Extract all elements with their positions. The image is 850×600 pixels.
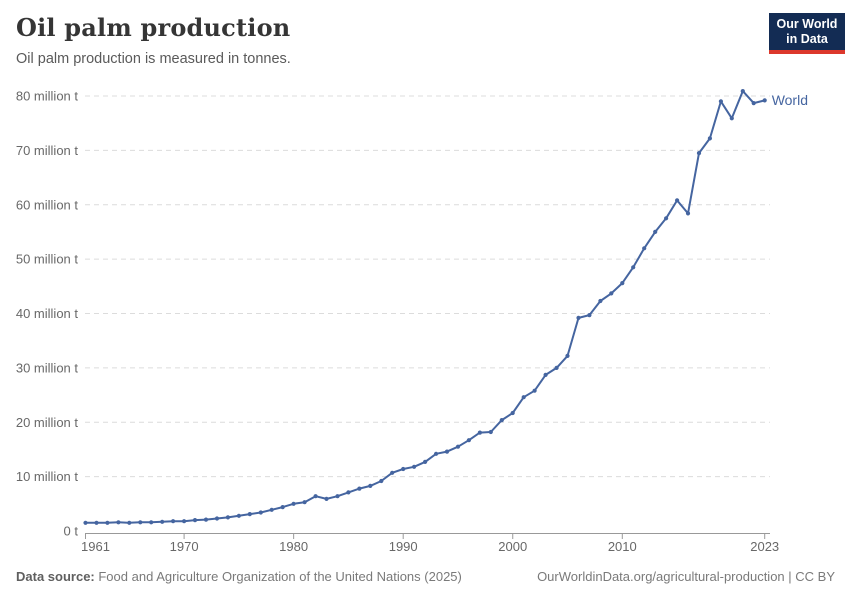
data-point bbox=[368, 483, 373, 488]
data-point bbox=[357, 486, 362, 491]
data-point bbox=[499, 418, 504, 423]
x-axis-tick-label: 1990 bbox=[389, 539, 418, 554]
data-point bbox=[127, 520, 132, 525]
data-point bbox=[182, 519, 187, 524]
data-point bbox=[598, 298, 603, 304]
data-point bbox=[192, 518, 198, 523]
data-point bbox=[138, 520, 143, 525]
data-point bbox=[291, 501, 296, 506]
data-point bbox=[412, 464, 417, 469]
data-source-label: Data source: bbox=[16, 569, 95, 584]
x-axis-tick-label: 1970 bbox=[170, 539, 199, 554]
y-axis-tick-label: 80 million t bbox=[16, 89, 79, 104]
x-axis-tick-label: 2000 bbox=[498, 539, 527, 554]
data-point bbox=[214, 516, 220, 521]
data-point bbox=[94, 520, 99, 525]
y-axis-tick-label: 0 t bbox=[64, 524, 79, 539]
data-point bbox=[280, 505, 285, 510]
data-point bbox=[423, 459, 428, 464]
data-point bbox=[554, 365, 559, 370]
data-point bbox=[302, 500, 307, 505]
data-point bbox=[565, 353, 570, 358]
data-point bbox=[225, 515, 230, 520]
y-axis-tick-label: 40 million t bbox=[16, 306, 79, 321]
data-point bbox=[105, 520, 110, 525]
data-point bbox=[390, 470, 395, 475]
page-title: Oil palm production bbox=[16, 13, 291, 42]
data-point bbox=[313, 494, 318, 499]
data-point bbox=[335, 494, 340, 499]
data-point bbox=[488, 429, 493, 435]
data-point bbox=[707, 136, 713, 141]
owid-logo-line1: Our World bbox=[776, 17, 838, 31]
data-point bbox=[455, 444, 461, 449]
attribution: OurWorldinData.org/agricultural-producti… bbox=[537, 569, 835, 584]
data-point bbox=[269, 507, 274, 512]
data-point bbox=[247, 511, 252, 517]
data-point bbox=[685, 211, 691, 216]
y-axis-tick-label: 60 million t bbox=[16, 197, 79, 212]
data-point bbox=[236, 513, 241, 518]
y-axis-tick-label: 50 million t bbox=[16, 252, 79, 267]
data-point bbox=[609, 291, 614, 296]
data-point bbox=[171, 519, 176, 524]
data-point bbox=[740, 89, 745, 94]
data-point bbox=[466, 438, 471, 443]
data-point bbox=[729, 116, 734, 121]
data-point bbox=[444, 449, 450, 454]
y-axis-tick-label: 70 million t bbox=[16, 143, 79, 158]
x-axis-tick-label: 1961 bbox=[81, 539, 110, 554]
y-axis-tick-label: 30 million t bbox=[16, 360, 79, 375]
data-point bbox=[83, 520, 88, 525]
data-point bbox=[696, 151, 702, 156]
data-point bbox=[576, 315, 581, 320]
series-label-world: World bbox=[772, 92, 808, 108]
data-point bbox=[664, 216, 669, 221]
data-point bbox=[149, 520, 154, 525]
data-point bbox=[620, 281, 625, 286]
data-point bbox=[116, 520, 121, 525]
y-axis-tick-label: 20 million t bbox=[16, 415, 79, 430]
data-point bbox=[543, 372, 548, 377]
owid-logo: Our World in Data bbox=[769, 13, 845, 54]
x-axis-tick-label: 1980 bbox=[279, 539, 308, 554]
data-point bbox=[258, 510, 263, 515]
data-line-world bbox=[84, 90, 766, 524]
owid-logo-line2: in Data bbox=[786, 32, 828, 46]
data-point bbox=[203, 517, 209, 522]
data-point bbox=[477, 430, 482, 435]
data-point bbox=[324, 496, 329, 501]
data-point bbox=[346, 490, 351, 495]
data-source-text: Food and Agriculture Organization of the… bbox=[94, 569, 462, 584]
data-point bbox=[532, 388, 537, 393]
data-source: Data source: Food and Agriculture Organi… bbox=[16, 569, 462, 584]
data-point bbox=[718, 99, 724, 104]
y-axis-tick-label: 10 million t bbox=[16, 469, 79, 484]
data-point bbox=[751, 101, 756, 106]
chart-footer: Data source: Food and Agriculture Organi… bbox=[16, 569, 835, 584]
data-point bbox=[631, 265, 636, 270]
x-axis-tick-label: 2010 bbox=[608, 539, 637, 554]
data-point bbox=[642, 246, 647, 251]
x-axis-tick-label: 2023 bbox=[750, 539, 779, 554]
data-point bbox=[434, 451, 439, 456]
chart-subtitle: Oil palm production is measured in tonne… bbox=[16, 51, 291, 67]
data-point bbox=[521, 395, 526, 400]
data-point bbox=[510, 410, 515, 416]
data-point bbox=[653, 229, 658, 234]
data-point bbox=[587, 313, 592, 318]
data-point bbox=[762, 98, 767, 103]
data-point bbox=[379, 478, 384, 484]
data-point bbox=[160, 519, 165, 524]
data-point bbox=[675, 198, 680, 203]
data-point bbox=[401, 466, 406, 472]
